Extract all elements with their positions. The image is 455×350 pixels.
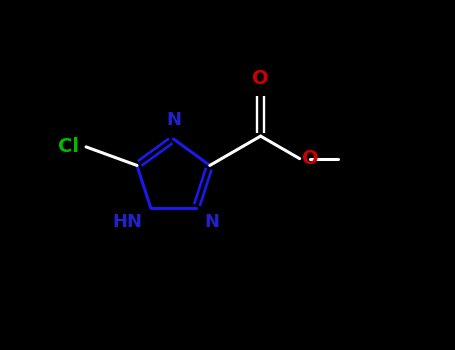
Text: O: O [302,149,318,168]
Text: Cl: Cl [58,138,79,156]
Text: O: O [252,69,269,88]
Text: N: N [166,111,181,129]
Text: N: N [204,213,219,231]
Text: HN: HN [113,213,143,231]
